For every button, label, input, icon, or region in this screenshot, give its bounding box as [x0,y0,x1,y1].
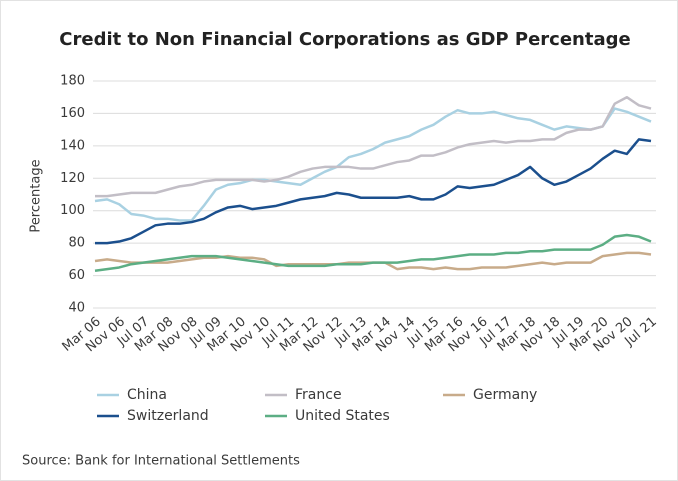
y-tick-label: 140 [60,138,85,153]
legend-label: Germany [473,387,537,403]
y-tick-label: 160 [60,106,85,121]
y-tick-label: 60 [68,268,85,283]
y-axis-label: Percentage [29,159,44,232]
source: Source: Bank for International Settlemen… [22,454,300,469]
legend-label: France [295,387,342,403]
y-tick-label: 80 [68,236,85,251]
y-tick-label: 100 [60,203,85,218]
legend-label: Switzerland [127,408,209,424]
line-series [94,107,652,222]
line-series [95,138,652,245]
y-tick-label: 120 [60,171,85,186]
chart-title: Credit to Non Financial Corporations as … [59,29,630,50]
line-series [94,233,652,272]
y-tick-label: 180 [60,74,85,89]
line-series [95,95,652,198]
legend-label: United States [295,408,390,424]
legend-label: China [127,387,167,403]
y-tick-label: 40 [68,301,85,316]
